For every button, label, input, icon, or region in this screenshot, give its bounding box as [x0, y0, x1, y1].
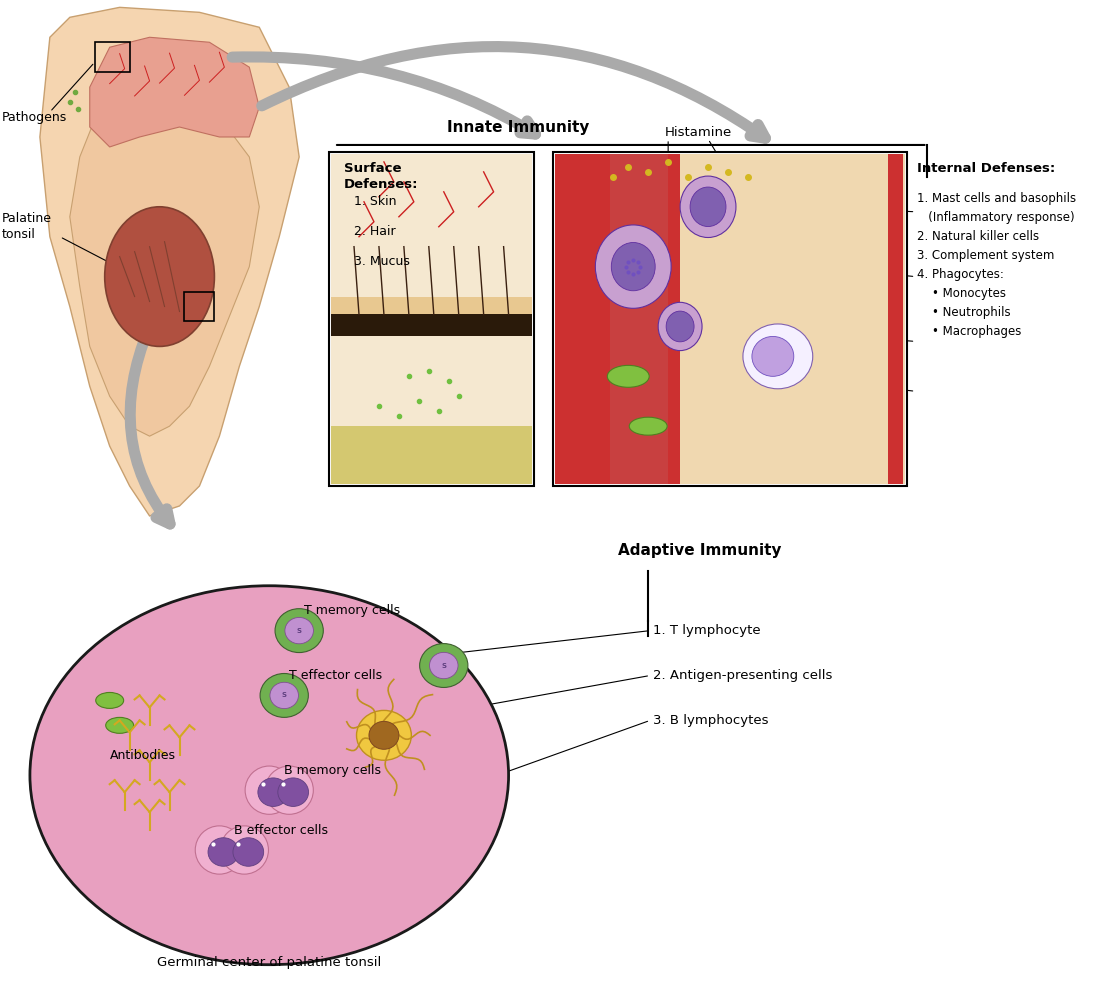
- Ellipse shape: [666, 312, 694, 342]
- Ellipse shape: [257, 778, 289, 807]
- Bar: [555, 154, 905, 484]
- Text: B effector cells: B effector cells: [234, 823, 328, 836]
- Ellipse shape: [208, 838, 238, 867]
- Ellipse shape: [369, 722, 398, 749]
- Text: 3. Mucus: 3. Mucus: [354, 255, 410, 268]
- Bar: [555, 154, 610, 484]
- Bar: [185, 292, 215, 321]
- Bar: [887, 154, 903, 484]
- Text: Pathogens: Pathogens: [2, 110, 67, 123]
- Ellipse shape: [611, 243, 656, 291]
- Ellipse shape: [275, 608, 323, 653]
- Text: 1. Skin: 1. Skin: [354, 195, 396, 208]
- Text: Adaptive Immunity: Adaptive Immunity: [619, 543, 782, 558]
- Text: 1. T lymphocyte: 1. T lymphocyte: [653, 624, 761, 637]
- Text: 3. B lymphocytes: 3. B lymphocytes: [653, 714, 769, 727]
- Text: S: S: [282, 692, 286, 698]
- Polygon shape: [331, 297, 532, 317]
- Polygon shape: [69, 97, 260, 436]
- Ellipse shape: [270, 682, 299, 709]
- Polygon shape: [331, 426, 532, 484]
- Ellipse shape: [265, 766, 313, 814]
- Text: Surface
Defenses:: Surface Defenses:: [344, 162, 419, 191]
- Ellipse shape: [658, 303, 702, 351]
- Text: 1. Mast cells and basophils
   (Inflammatory response)
2. Natural killer cells
3: 1. Mast cells and basophils (Inflammator…: [918, 192, 1076, 338]
- Ellipse shape: [105, 207, 215, 346]
- Text: T effector cells: T effector cells: [289, 669, 383, 682]
- Ellipse shape: [629, 417, 667, 435]
- Bar: [95, 42, 130, 72]
- Text: Innate Immunity: Innate Immunity: [448, 120, 590, 135]
- Ellipse shape: [195, 826, 244, 875]
- Ellipse shape: [752, 336, 793, 377]
- Bar: [329, 152, 534, 486]
- Ellipse shape: [595, 225, 671, 309]
- Bar: [554, 152, 908, 486]
- Bar: [610, 154, 668, 484]
- Text: 2. Antigen-presenting cells: 2. Antigen-presenting cells: [653, 669, 833, 682]
- Ellipse shape: [278, 778, 309, 807]
- Ellipse shape: [233, 838, 264, 867]
- Ellipse shape: [420, 644, 468, 687]
- Text: Antibodies: Antibodies: [110, 748, 176, 762]
- Ellipse shape: [743, 324, 812, 388]
- Polygon shape: [90, 37, 260, 147]
- Ellipse shape: [357, 710, 412, 760]
- Ellipse shape: [220, 826, 269, 875]
- Ellipse shape: [608, 366, 649, 387]
- Ellipse shape: [30, 586, 509, 964]
- Text: B memory cells: B memory cells: [284, 764, 382, 777]
- Ellipse shape: [105, 718, 133, 734]
- Ellipse shape: [245, 766, 293, 814]
- Ellipse shape: [260, 673, 309, 718]
- Bar: [331, 154, 532, 484]
- Ellipse shape: [690, 187, 726, 227]
- Ellipse shape: [285, 617, 313, 644]
- Text: 2. Hair: 2. Hair: [354, 225, 396, 239]
- Bar: [668, 154, 680, 484]
- Text: Germinal center of palatine tonsil: Germinal center of palatine tonsil: [157, 956, 382, 969]
- Text: S: S: [441, 663, 446, 669]
- Text: T memory cells: T memory cells: [304, 604, 401, 617]
- Text: S: S: [297, 628, 302, 634]
- Text: Palatine
tonsil: Palatine tonsil: [2, 212, 51, 242]
- Text: Histamine: Histamine: [665, 125, 732, 138]
- Polygon shape: [331, 315, 532, 336]
- Ellipse shape: [680, 176, 736, 238]
- Ellipse shape: [430, 653, 458, 678]
- Text: Internal Defenses:: Internal Defenses:: [918, 162, 1055, 175]
- Bar: [680, 154, 905, 484]
- Ellipse shape: [96, 692, 124, 708]
- Polygon shape: [40, 7, 299, 516]
